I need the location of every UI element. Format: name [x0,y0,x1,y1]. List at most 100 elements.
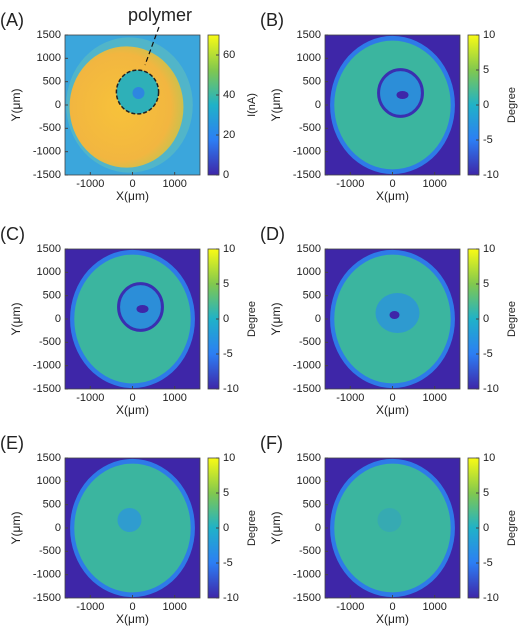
polymer-core [389,311,400,319]
y-tick-label: -1500 [293,169,321,181]
heatmap-image [325,458,460,598]
y-tick-label: 0 [55,522,61,534]
x-tick-label: 1000 [422,392,446,404]
colorbar-tick-label: -10 [223,383,239,395]
y-tick-label: 0 [55,99,61,111]
y-tick-label: 1000 [37,266,61,278]
panel-label: (A) [0,10,24,30]
y-tick-label: 1500 [297,452,321,464]
colorbar-tick-label: 5 [483,278,489,290]
colorbar-label: Degree [506,510,518,546]
x-tick-label: -1000 [336,601,364,613]
polymer-spot [377,508,402,532]
colorbar [207,34,220,176]
polymer-spot [117,508,142,532]
x-tick-label: 0 [389,601,395,613]
y-tick-label: 500 [303,499,321,511]
y-axis-label: Y(μm) [9,512,23,545]
heatmap-image [65,35,200,175]
colorbar-tick-label: 10 [483,243,495,255]
x-tick-label: 0 [129,178,135,190]
y-tick-label: -500 [39,336,61,348]
colorbar-tick-label: 0 [483,522,489,534]
y-tick-label: -1500 [293,592,321,604]
colorbar-tick-label: 5 [483,64,489,76]
y-axis-label: Y(μm) [9,303,23,336]
y-tick-label: -1500 [33,592,61,604]
x-axis-label: X(μm) [116,189,149,203]
y-tick-label: 1000 [37,475,61,487]
y-tick-label: 1500 [297,243,321,255]
x-tick-label: -1000 [336,392,364,404]
x-axis-label: X(μm) [116,403,149,417]
colorbar-tick-label: 60 [223,49,235,61]
y-tick-label: 1000 [297,52,321,64]
y-tick-label: 1500 [297,29,321,41]
y-tick-label: -1000 [293,360,321,372]
y-tick-label: 0 [315,313,321,325]
colorbar-label: Degree [246,301,258,337]
y-tick-label: 1000 [37,52,61,64]
y-tick-label: 1500 [37,452,61,464]
colorbar-tick-label: 0 [483,313,489,325]
colorbar-tick-label: 0 [483,99,489,111]
annotation: polymer [128,5,192,25]
heatmap-image [325,35,460,175]
y-tick-label: 0 [315,522,321,534]
y-tick-label: -1500 [33,383,61,395]
heatmap-image [325,249,460,389]
colorbar-tick-label: -10 [483,169,499,181]
x-tick-label: 0 [129,392,135,404]
y-tick-label: -1000 [293,146,321,158]
y-tick-label: 500 [303,76,321,88]
panel-label: (B) [260,10,284,30]
x-tick-label: 1000 [422,178,446,190]
y-tick-label: 1500 [37,243,61,255]
x-tick-label: 0 [389,392,395,404]
x-tick-label: -1000 [336,178,364,190]
colorbar-tick-label: 0 [223,169,229,181]
y-tick-label: -1000 [33,146,61,158]
panel-label: (E) [0,433,24,453]
panel-label: (D) [260,224,285,244]
y-tick-label: 500 [43,76,61,88]
y-axis-label: Y(μm) [269,89,283,122]
x-tick-label: 1000 [162,601,186,613]
panel-label: (F) [260,433,283,453]
colorbar-tick-label: 0 [223,313,229,325]
sample [334,463,451,593]
y-tick-label: -1000 [293,569,321,581]
heatmap-image [65,458,200,598]
colorbar-tick-label: -5 [483,557,493,569]
y-tick-label: 500 [43,290,61,302]
y-tick-label: 0 [315,99,321,111]
y-tick-label: -500 [299,336,321,348]
colorbar-tick-label: 10 [483,29,495,41]
y-tick-label: 1000 [297,475,321,487]
colorbar-tick-label: -10 [223,592,239,604]
colorbar-tick-label: 40 [223,89,235,101]
colorbar-label: Degree [506,87,518,123]
y-tick-label: 1500 [37,29,61,41]
y-tick-label: 500 [303,290,321,302]
x-tick-label: 1000 [422,601,446,613]
y-tick-label: -500 [299,545,321,557]
x-tick-label: 1000 [162,178,186,190]
x-axis-label: X(μm) [116,612,149,626]
colorbar-label: Degree [506,301,518,337]
y-axis-label: Y(μm) [269,512,283,545]
annotation-pointer [144,26,160,66]
x-tick-label: -1000 [76,601,104,613]
colorbar-tick-label: 5 [483,487,489,499]
colorbar-tick-label: -5 [483,348,493,360]
colorbar-tick-label: 5 [223,278,229,290]
y-tick-label: 500 [43,499,61,511]
x-axis-label: X(μm) [376,612,409,626]
y-tick-label: -1000 [33,569,61,581]
colorbar-tick-label: -10 [483,383,499,395]
y-tick-label: -1000 [33,360,61,372]
colorbar-tick-label: 20 [223,129,235,141]
x-tick-label: -1000 [76,178,104,190]
x-axis-label: X(μm) [376,403,409,417]
